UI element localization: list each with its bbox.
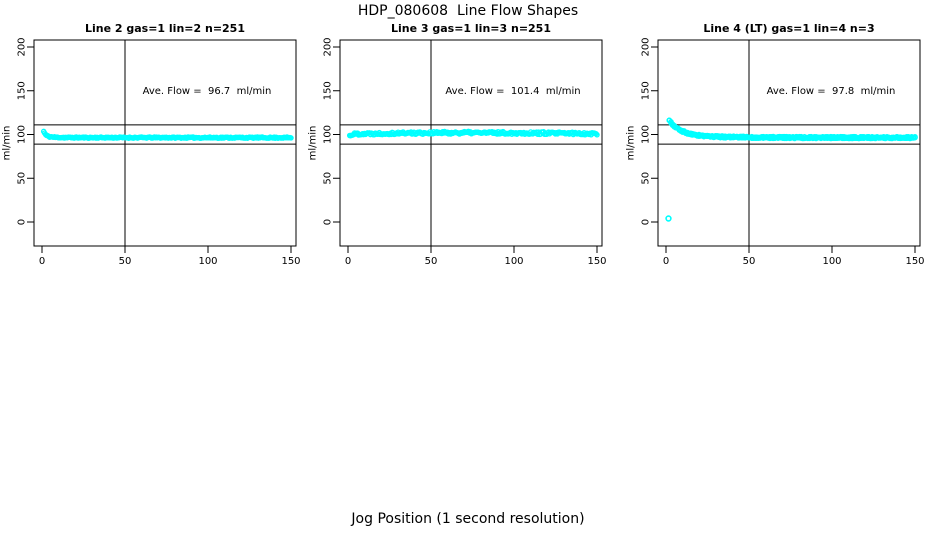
y-tick-label: 50: [641, 172, 652, 185]
y-tick-label: 100: [17, 125, 28, 144]
y-tick-label: 200: [323, 37, 334, 56]
x-tick-label: 100: [822, 256, 841, 267]
panel-line2: Line 2 gas=1 lin=2 n=251 Ave. Flow = 96.…: [0, 0, 301, 275]
x-tick-label: 150: [905, 256, 924, 267]
y-tick-label: 150: [641, 81, 652, 100]
x-tick-label: 100: [504, 256, 523, 267]
plot-box: [657, 39, 921, 247]
y-tick-label: 100: [641, 125, 652, 144]
x-tick-label: 50: [743, 256, 756, 267]
ave-flow-annotation-line2: Ave. Flow = 96.7 ml/min: [142, 86, 272, 97]
data-point: [594, 132, 600, 138]
y-tick-label: 200: [641, 37, 652, 56]
panel-title-line3: Line 3 gas=1 lin=3 n=251: [390, 22, 551, 35]
outlier-point: [665, 215, 672, 222]
plot-box: [339, 39, 603, 247]
y-tick-label: 0: [17, 219, 28, 225]
plot-box: [33, 39, 297, 247]
plot-canvas-line2: 0 50 100 150 200 ml/min 0 50 100 150: [2, 37, 301, 267]
y-tick-label: 150: [17, 81, 28, 100]
data-point: [288, 135, 294, 141]
x-tick-label: 150: [587, 256, 606, 267]
x-axis-label: Jog Position (1 second resolution): [351, 511, 585, 527]
main-title: HDP_080608 Line Flow Shapes: [357, 3, 579, 19]
x-tick-label: 0: [39, 256, 45, 267]
plot-canvas-line3: 0 50 100 150 200 ml/min 0 50 100 150: [308, 37, 607, 267]
y-axis-label: ml/min: [2, 126, 13, 161]
y-axis-label: ml/min: [626, 126, 637, 161]
y-axis-label: ml/min: [308, 126, 319, 161]
y-tick-label: 0: [323, 219, 334, 225]
y-tick-label: 200: [17, 37, 28, 56]
y-tick-label: 100: [323, 125, 334, 144]
x-tick-label: 50: [425, 256, 438, 267]
x-tick-label: 100: [198, 256, 217, 267]
ave-flow-annotation-line3: Ave. Flow = 101.4 ml/min: [445, 86, 581, 97]
panel-line4: Line 4 (LT) gas=1 lin=4 n=3 Ave. Flow = …: [622, 0, 925, 275]
x-tick-label: 50: [119, 256, 132, 267]
plot-canvas-line4: 0 50 100 150 200 ml/min 0 50 100 150: [626, 37, 925, 267]
ave-flow-annotation-line4: Ave. Flow = 97.8 ml/min: [766, 86, 896, 97]
panel-line3: Line 3 gas=1 lin=3 n=251 Ave. Flow = 101…: [304, 0, 607, 275]
x-tick-label: 0: [345, 256, 351, 267]
x-tick-label: 150: [281, 256, 300, 267]
x-tick-label: 0: [663, 256, 669, 267]
panel-title-line4: Line 4 (LT) gas=1 lin=4 n=3: [703, 22, 875, 35]
data-point: [912, 134, 918, 141]
y-tick-label: 150: [323, 81, 334, 100]
y-tick-label: 50: [17, 172, 28, 185]
y-tick-label: 50: [323, 172, 334, 185]
panel-title-line2: Line 2 gas=1 lin=2 n=251: [84, 22, 245, 35]
y-tick-label: 0: [641, 219, 652, 225]
